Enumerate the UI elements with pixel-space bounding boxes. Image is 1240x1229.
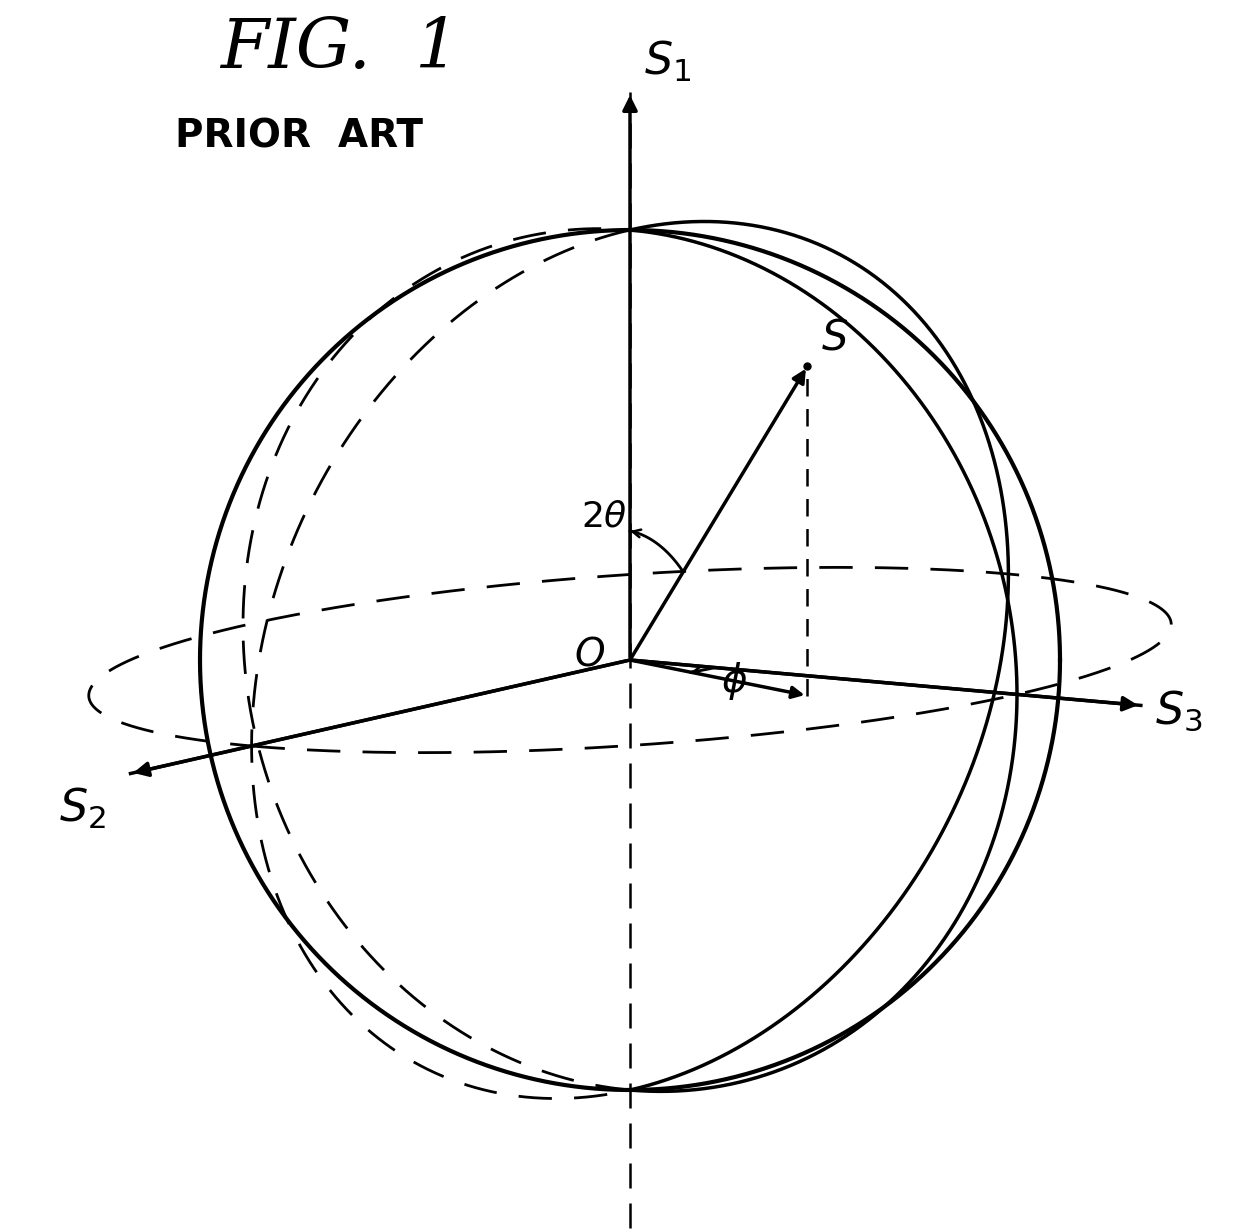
Text: $S_1$: $S_1$: [644, 39, 691, 85]
Text: FIG.  1: FIG. 1: [219, 16, 459, 82]
Text: $O$: $O$: [574, 637, 605, 673]
Text: $S_3$: $S_3$: [1154, 688, 1203, 732]
Text: $S_2$: $S_2$: [58, 785, 105, 831]
Text: $S$: $S$: [821, 316, 848, 359]
Text: $2\theta$: $2\theta$: [580, 500, 627, 533]
Text: $\phi$: $\phi$: [722, 660, 748, 702]
Text: PRIOR  ART: PRIOR ART: [175, 118, 423, 156]
